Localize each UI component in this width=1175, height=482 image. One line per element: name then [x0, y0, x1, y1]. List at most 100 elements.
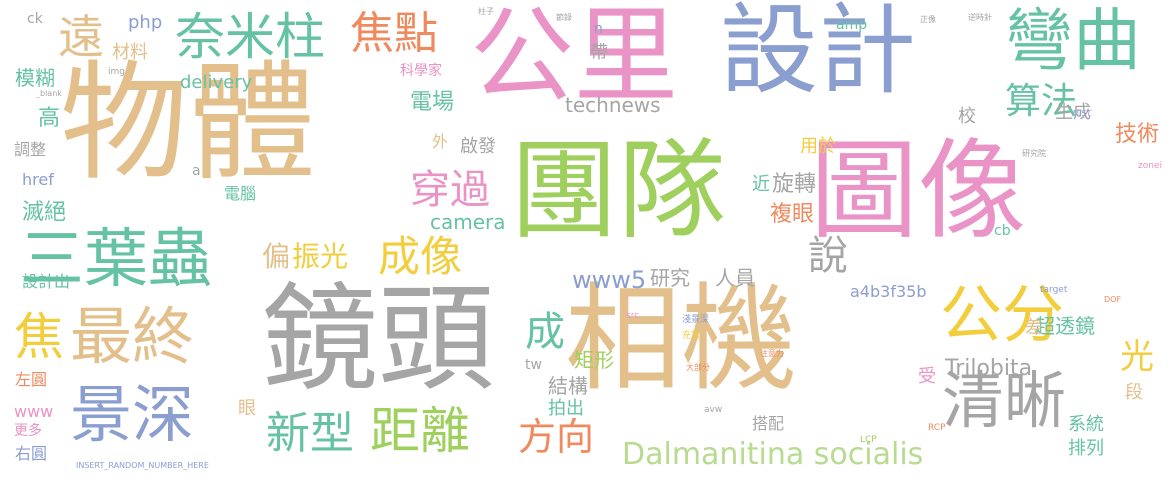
word-shou: 受 [918, 366, 936, 387]
word-fuyan: 複眼 [770, 202, 815, 227]
word-jingshen: 景深 [70, 378, 195, 451]
word-sheji: 設計 [720, 0, 917, 108]
word-nist: NIST [1073, 109, 1092, 118]
word-zhuyili: 注意力 [760, 349, 784, 358]
word-jin: 近 [752, 174, 770, 195]
word-mohu: 模糊 [15, 66, 55, 90]
word-camera: camera [430, 210, 506, 234]
word-jingtou: 鏡頭 [262, 272, 494, 407]
word-dianchang: 電場 [410, 90, 455, 115]
word-php: php [128, 12, 163, 33]
word-qianjingshen: 淺景深 [682, 315, 710, 325]
word-yuan: 遠 [58, 10, 104, 64]
word-insert-random: INSERT_RANDOM_NUMBER_HERE [76, 461, 209, 470]
word-blank: _blank [36, 89, 62, 98]
word-zhenguang: 振光 [292, 240, 349, 273]
word-tiaozheng: 調整 [14, 140, 47, 159]
word-miejue: 滅絕 [22, 200, 67, 225]
word-chengxiang: 成像 [378, 232, 463, 281]
word-shuo: 說 [808, 233, 848, 279]
word-xiangji: 相機 [565, 272, 797, 407]
word-a4b3f35b: a4b3f35b [850, 282, 927, 301]
word-a: a [192, 163, 201, 179]
word-chaotoujing: 超透鏡 [1035, 314, 1095, 338]
word-pian: 偏 [262, 240, 291, 273]
word-cha: 差 [1025, 317, 1043, 338]
word-gongli: 公里 [470, 0, 679, 117]
word-suanfa: 算法 [1005, 81, 1078, 122]
word-xiao: 校 [958, 106, 976, 127]
word-dabufen: 大部分 [686, 363, 710, 372]
word-guang: 光 [1120, 337, 1154, 377]
word-dof: DOF [1104, 295, 1122, 304]
word-gao: 高 [38, 106, 61, 131]
word-diannao: 電腦 [224, 184, 257, 203]
word-wanqu: 彎曲 [1005, 2, 1142, 81]
word-youyuan: 右圓 [15, 444, 48, 463]
word-zhengxiang: 正像 [920, 15, 936, 24]
word-tw: tw [525, 357, 542, 373]
word-tuandui: 團隊 [510, 129, 727, 254]
word-jiegou: 結構 [548, 374, 588, 398]
word-fangxiang: 方向 [518, 415, 595, 459]
word-shengcheng: 生成 [1055, 102, 1091, 123]
word-jiaodian: 焦點 [350, 8, 438, 59]
word-gongfen: 公分 [940, 278, 1065, 351]
word-gengduo: 更多 [14, 423, 42, 439]
word-zuoyuan: 左圓 [15, 370, 48, 389]
word-xitong: 系統 [1068, 414, 1104, 435]
word-yongyu: 用於 [800, 136, 836, 157]
word-juxing: 矩形 [574, 348, 614, 372]
word-jielu: 節錄 [556, 13, 572, 22]
word-sanyechong: 三葉蟲 [20, 223, 212, 297]
word-juli: 距離 [370, 402, 470, 460]
word-zhuzi: 柱子 [478, 7, 494, 16]
word-lcp: LCP [860, 435, 877, 445]
word-jishu: 技術 [1115, 122, 1160, 147]
word-delivery: delivery [180, 72, 253, 93]
word-dai: 帶 [590, 42, 608, 63]
word-trilobita: Trilobita [945, 356, 1033, 381]
word-qifa: 啟發 [460, 136, 496, 157]
word-n: n [594, 21, 603, 37]
word-tuxiang: 圖像 [810, 129, 1027, 254]
word-ck: ck [27, 11, 43, 27]
word-zuizhong: 最終 [70, 300, 195, 373]
word-yanjiu: 研究 [650, 266, 690, 290]
word-kexuejia: 科學家 [400, 63, 442, 79]
word-wuti: 物體 [60, 49, 317, 198]
word-wai: 外 [432, 132, 449, 151]
word-amp: amp [836, 17, 868, 33]
word-chongdang: 充當 [682, 331, 701, 341]
word-img: img [108, 67, 125, 77]
word-duan: 段 [1125, 382, 1143, 403]
word-cailiao: 材料 [112, 42, 148, 63]
word-zonei: zonei [1138, 161, 1162, 171]
word-naimizhu: 奈米柱 [175, 8, 325, 66]
word-src: src [626, 311, 640, 321]
word-qingxi: 清晰 [942, 364, 1067, 437]
word-jiao: 焦 [14, 308, 64, 366]
word-yanjiuyuan: 研究院 [1022, 149, 1046, 158]
word-dapei: 搭配 [752, 414, 785, 433]
word-xinxing: 新型 [266, 408, 354, 459]
word-href: href [22, 170, 54, 189]
word-paichu: 拍出 [548, 398, 584, 419]
word-nishizhen: 逆時針 [968, 13, 992, 22]
word-rcp: RCP [928, 423, 946, 433]
word-dalmanitina: Dalmanitina socialis [622, 437, 924, 472]
word-cheng: 成 [525, 309, 565, 355]
word-yan: 眼 [238, 398, 256, 419]
word-pailie: 排列 [1068, 438, 1104, 459]
word-xuanzhuan: 旋轉 [772, 172, 817, 197]
word-www: www [14, 402, 54, 421]
word-shejichu: 設計出 [22, 272, 71, 291]
word-chuanguo: 穿過 [410, 167, 490, 213]
word-cb: cb [994, 223, 1011, 239]
word-avw: avw [704, 405, 723, 415]
word-renyuan: 人員 [715, 266, 755, 290]
word-technews: technews [565, 93, 661, 117]
word-www5: www5 [572, 266, 647, 294]
word-target: target [1040, 285, 1068, 295]
